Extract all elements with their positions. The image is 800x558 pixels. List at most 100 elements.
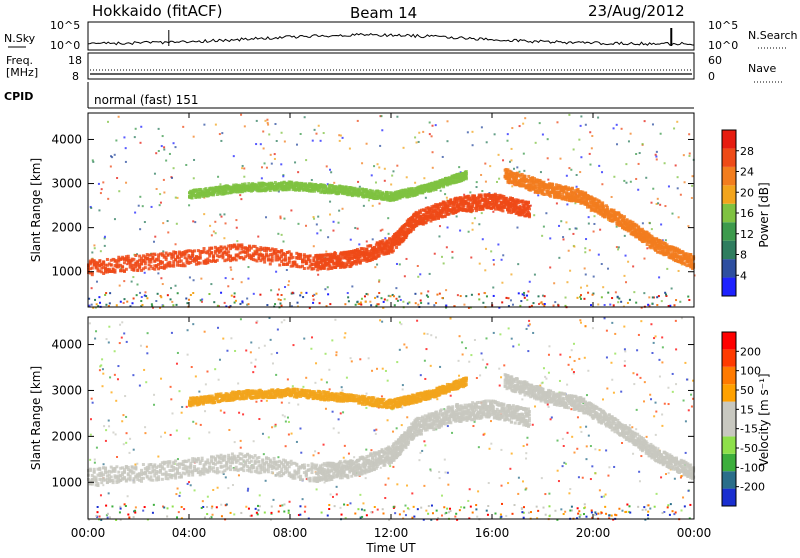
scatter-cell xyxy=(270,289,272,291)
ground-scatter-cell xyxy=(415,302,417,304)
scatter-cell xyxy=(490,250,492,252)
scatter-cell xyxy=(502,159,504,161)
scatter-cell xyxy=(155,152,157,154)
power-ylabel: Slant Range [km] xyxy=(29,158,43,262)
scatter-cell xyxy=(576,186,578,188)
scatter-cell xyxy=(539,122,541,124)
scatter-cell xyxy=(643,258,645,260)
ground-scatter-cell xyxy=(360,302,362,304)
scatter-cell xyxy=(381,115,383,117)
scatter-cell xyxy=(625,163,627,165)
scatter-cell xyxy=(193,159,195,161)
echo-cell xyxy=(606,206,609,209)
echo-cell xyxy=(199,262,202,265)
scatter-cell xyxy=(435,124,437,126)
colorbar-tick-label: 20 xyxy=(740,186,754,199)
scatter-cell xyxy=(243,176,245,178)
scatter-cell xyxy=(327,236,329,238)
scatter-cell xyxy=(584,267,586,269)
ground-scatter-cell xyxy=(439,293,441,295)
scatter-cell xyxy=(547,157,549,159)
scatter-cell xyxy=(645,177,647,179)
echo-cell xyxy=(284,258,287,261)
ground-scatter-cell xyxy=(281,294,283,296)
scatter-cell xyxy=(580,156,582,158)
ground-scatter-cell xyxy=(378,303,380,305)
scatter-cell xyxy=(382,368,384,370)
ground-scatter-cell xyxy=(384,298,386,300)
echo-cell xyxy=(140,263,143,266)
range-tick-label: 1000 xyxy=(51,265,82,279)
scatter-cell xyxy=(369,301,371,303)
scatter-cell xyxy=(630,181,632,183)
scatter-cell xyxy=(576,174,578,176)
echo-cell xyxy=(91,267,94,270)
ground-scatter-cell xyxy=(436,294,438,296)
ground-scatter-cell xyxy=(651,303,653,305)
echo-cell xyxy=(309,254,312,257)
scatter-cell xyxy=(316,223,318,225)
scatter-cell xyxy=(232,278,234,280)
scatter-cell xyxy=(169,153,171,155)
scatter-cell xyxy=(591,135,593,137)
scatter-cell xyxy=(342,137,344,139)
scatter-cell xyxy=(114,154,116,156)
scatter-cell xyxy=(357,181,359,183)
echo-cell xyxy=(395,246,398,249)
ground-scatter-cell xyxy=(104,294,106,296)
scatter-cell xyxy=(123,136,125,138)
scatter-cell xyxy=(336,486,338,488)
date-label: 23/Aug/2012 xyxy=(588,2,685,20)
colorbar-cell xyxy=(722,130,736,148)
scatter-cell xyxy=(283,218,285,220)
echo-cell xyxy=(524,175,527,178)
ground-scatter-cell xyxy=(460,295,462,297)
scatter-cell xyxy=(639,152,641,154)
ground-scatter-cell xyxy=(652,296,654,298)
ground-scatter-cell xyxy=(120,301,122,303)
scatter-cell xyxy=(188,204,190,206)
scatter-cell xyxy=(213,231,215,233)
scatter-cell xyxy=(573,246,575,248)
scatter-cell xyxy=(110,155,112,157)
scatter-cell xyxy=(281,234,283,236)
scatter-cell xyxy=(387,217,389,219)
echo-cell xyxy=(225,247,228,250)
scatter-cell xyxy=(484,163,486,165)
scatter-cell xyxy=(537,194,539,196)
nsky-label: N.Sky xyxy=(4,32,36,45)
colorbar-cell xyxy=(722,167,736,185)
scatter-cell xyxy=(240,114,242,116)
scatter-cell xyxy=(602,286,604,288)
scatter-cell xyxy=(671,287,673,289)
echo-cell xyxy=(528,213,531,216)
scatter-cell xyxy=(144,221,146,223)
ground-scatter-cell xyxy=(200,299,202,301)
echo-cell xyxy=(144,260,147,263)
ground-scatter-cell xyxy=(279,302,281,304)
scatter-cell xyxy=(676,121,678,123)
scatter-cell xyxy=(441,515,443,517)
echo-cell xyxy=(447,213,450,216)
ground-scatter-cell xyxy=(190,294,192,296)
range-tick-label: 3000 xyxy=(51,177,82,191)
ground-scatter-cell xyxy=(635,302,637,304)
scatter-cell xyxy=(255,143,257,145)
ground-scatter-cell xyxy=(123,298,125,300)
radar-title: Hokkaido (fitACF) xyxy=(92,2,223,20)
scatter-cell xyxy=(264,120,266,122)
scatter-cell xyxy=(119,285,121,287)
scatter-cell xyxy=(349,148,351,150)
scatter-cell xyxy=(203,124,205,126)
echo-cell xyxy=(363,247,366,250)
echo-cell xyxy=(528,207,531,210)
scatter-cell xyxy=(418,141,420,143)
echo-cell xyxy=(240,243,243,246)
scatter-cell xyxy=(246,298,248,300)
scatter-cell xyxy=(327,286,329,288)
echo-cell xyxy=(345,263,348,266)
scatter-cell xyxy=(297,223,299,225)
ground-scatter-cell xyxy=(105,292,107,294)
scatter-cell xyxy=(568,250,570,252)
scatter-cell xyxy=(162,135,164,137)
